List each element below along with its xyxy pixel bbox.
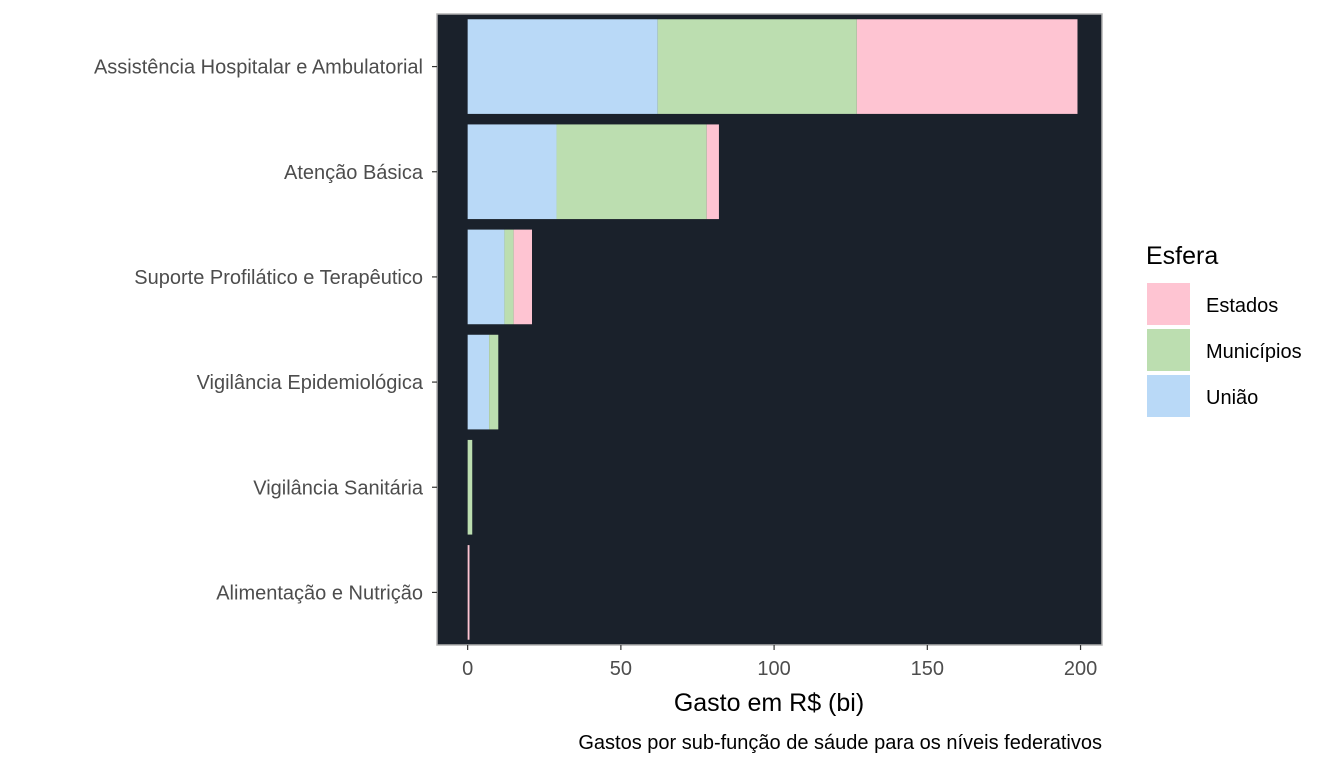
category-label: Suporte Profilático e Terapêutico (134, 267, 423, 289)
legend-label: União (1206, 387, 1258, 409)
bar-1-munic-pios (556, 124, 707, 220)
bar-5-estados (467, 545, 470, 640)
category-label: Vigilância Sanitária (253, 477, 424, 499)
bar-2-munic-pios (504, 229, 514, 325)
x-tick-label: 150 (911, 658, 944, 680)
legend: Esfera Estados Municípios União (1146, 242, 1302, 417)
x-tick-label: 100 (757, 658, 790, 680)
bar-0-munic-pios (657, 19, 857, 114)
bars-layer (467, 19, 1078, 640)
category-label: Vigilância Epidemiológica (197, 372, 424, 394)
bar-1-uni-o (467, 124, 557, 220)
legend-label: Municípios (1206, 341, 1302, 363)
x-tick-label: 50 (610, 658, 632, 680)
bar-4-munic-pios (467, 439, 473, 535)
x-axis-title: Gasto em R$ (bi) (674, 689, 864, 717)
legend-key (1147, 329, 1190, 371)
category-label: Atenção Básica (284, 162, 424, 184)
chart-caption: Gastos por sub-função de sáude para os n… (578, 732, 1102, 754)
legend-label: Estados (1206, 295, 1278, 317)
plot-panel (436, 13, 1103, 646)
bar-0-estados (856, 19, 1078, 114)
bar-3-uni-o (467, 334, 490, 430)
bar-1-estados (706, 124, 719, 220)
bar-2-estados (513, 229, 532, 325)
legend-items: Estados Municípios União (1147, 283, 1302, 417)
bar-0-uni-o (467, 19, 658, 114)
legend-title: Esfera (1146, 242, 1218, 270)
legend-key (1147, 283, 1190, 325)
category-axis: Assistência Hospitalar e Ambulatorial Ate… (94, 57, 437, 604)
x-tick-label: 0 (462, 658, 473, 680)
category-label: Assistência Hospitalar e Ambulatorial (94, 57, 423, 79)
x-tick-label: 200 (1064, 658, 1097, 680)
legend-key (1147, 375, 1190, 417)
bar-3-munic-pios (489, 334, 499, 430)
category-label: Alimentação e Nutrição (216, 582, 423, 604)
bar-2-uni-o (467, 229, 505, 325)
value-axis: 0 50 100 150 200 (462, 645, 1097, 680)
